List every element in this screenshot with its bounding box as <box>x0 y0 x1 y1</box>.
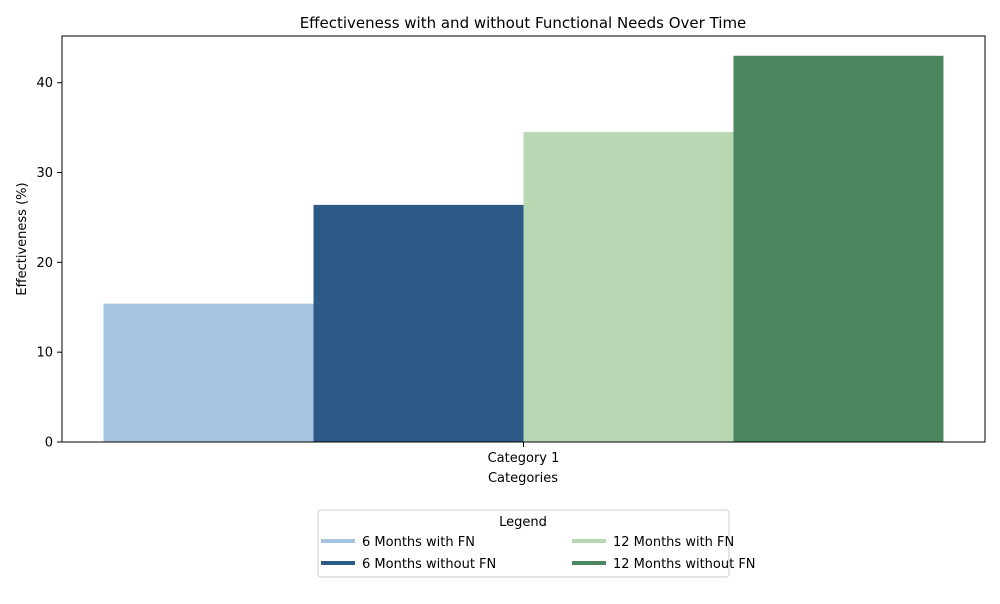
legend-box <box>317 509 730 578</box>
x-tick-label: Category 1 <box>488 451 560 466</box>
y-tick-label: 10 <box>36 346 53 361</box>
legend-label: 12 Months with FN <box>613 535 734 550</box>
y-tick-label: 30 <box>36 166 53 181</box>
bar-6-months-without-fn <box>313 204 524 442</box>
x-axis: Category 1 <box>488 442 560 466</box>
bar-12-months-with-fn <box>523 132 734 443</box>
bar-6-months-with-fn <box>103 303 314 442</box>
chart-title: Effectiveness with and without Functiona… <box>300 14 747 32</box>
y-axis: 0 10 20 30 40 <box>36 76 62 451</box>
y-tick-label: 40 <box>36 76 53 91</box>
legend-label: 6 Months without FN <box>362 557 496 572</box>
legend: Legend 6 Months with FN 6 Months without … <box>317 509 756 578</box>
bar-12-months-without-fn <box>733 55 944 442</box>
bars-group <box>103 55 944 443</box>
y-tick-label: 0 <box>45 436 53 451</box>
legend-label: 6 Months with FN <box>362 535 475 550</box>
y-axis-label: Effectiveness (%) <box>15 182 30 295</box>
x-axis-label: Categories <box>488 471 558 486</box>
y-tick-label: 20 <box>36 256 53 271</box>
legend-title: Legend <box>499 515 547 530</box>
legend-items: 6 Months with FN 6 Months without FN 12 Mo… <box>321 535 756 572</box>
legend-label: 12 Months without FN <box>613 557 756 572</box>
